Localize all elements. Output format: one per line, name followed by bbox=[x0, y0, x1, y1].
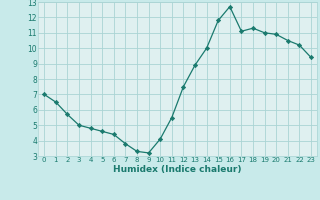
X-axis label: Humidex (Indice chaleur): Humidex (Indice chaleur) bbox=[113, 165, 242, 174]
